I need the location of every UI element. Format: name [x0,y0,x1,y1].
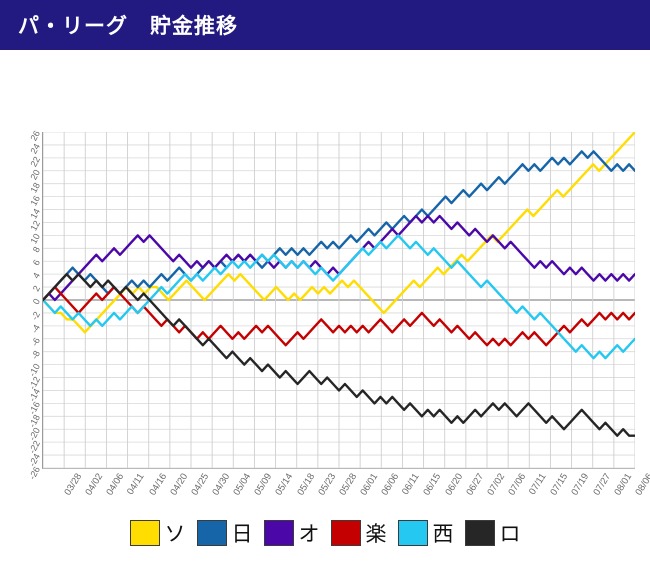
x-axis-tick-label: 06/11 [400,471,422,497]
y-axis-tick-label: 12 [28,219,42,233]
legend-label: オ [298,522,320,546]
legend-color-swatch [330,519,361,546]
series-line [43,132,635,334]
series-line [43,272,635,437]
y-axis-tick-label: -2 [29,309,42,322]
x-axis-tick-label: 04/11 [125,471,147,497]
x-axis-tick-label: 08/01 [612,471,634,498]
y-axis-tick-label: -26 [27,464,42,482]
legend-label: ソ [164,522,186,546]
x-axis-tick-label: 06/20 [442,471,465,498]
y-axis-tick-label: 4 [30,271,42,281]
y-axis-tick-label: 18 [28,180,42,195]
y-axis-tick-label: 8 [30,245,42,255]
series-line [43,285,635,347]
legend-item[interactable]: 楽 [330,518,387,548]
x-axis-tick-label: 03/28 [62,471,85,498]
legend-color-swatch [263,519,294,546]
y-axis-tick-label: 2 [30,283,42,294]
legend-label: ロ [499,522,521,546]
y-axis-tick-label: 22 [28,154,42,169]
y-axis-labels: 26 24 22 20 18 16 14 12 10 8 6 4 2 0 -2 -4 -6 -8 -10 -12 -14… [0,129,42,481]
legend-item[interactable]: 日 [196,518,253,548]
x-axis-tick-label: 05/23 [316,471,338,498]
legend-item[interactable]: ソ [129,518,186,548]
y-axis-tick-label: 14 [28,206,42,220]
legend-label: 西 [432,522,454,546]
x-axis-tick-label: 06/06 [379,471,402,498]
x-axis-tick-label: 06/01 [358,471,381,498]
x-axis-tick-label: 04/02 [83,471,106,498]
y-axis-tick-label: -6 [29,335,42,348]
x-axis-tick-label: 05/09 [252,471,275,498]
legend-item[interactable]: 西 [397,518,454,548]
x-axis-tick-label: 07/02 [485,471,508,498]
y-axis-tick-label: 24 [28,141,42,156]
x-axis-tick-label: 05/18 [294,471,317,498]
x-axis-tick-label: 07/27 [590,471,613,498]
x-axis-tick-label: 04/25 [189,471,212,498]
chart-gridlines [43,132,635,468]
y-axis-tick-label: 20 [28,167,42,182]
x-axis-tick-label: 04/20 [168,471,190,498]
x-axis-tick-label: 07/06 [506,471,529,498]
x-axis-tick-label: 08/06 [633,471,650,498]
y-axis-tick-label: 10 [28,232,42,246]
x-axis-tick-label: 05/04 [231,471,254,498]
series-line [43,234,635,360]
chart-legend: ソ日オ楽西ロ [0,505,650,560]
legend-item[interactable]: ロ [464,518,521,548]
x-axis-tick-label: 04/16 [146,471,169,498]
x-axis-tick-label: 07/19 [569,471,592,498]
legend-color-swatch [129,519,160,546]
legend-color-swatch [397,519,428,546]
x-axis-tick-label: 05/28 [337,471,360,498]
legend-color-swatch [464,519,495,546]
page-title: パ・リーグ 貯金推移 [18,15,238,38]
series-line [43,150,635,302]
legend-color-swatch [196,519,227,546]
x-axis-tick-label: 06/15 [421,471,444,498]
legend-label: 楽 [365,522,387,546]
y-axis-tick-label: -4 [29,322,42,335]
x-axis-tick-label: 04/30 [210,471,233,498]
y-axis-tick-label: -8 [29,348,42,361]
y-axis-tick-label: 6 [30,258,42,268]
y-axis-tick-label: 26 [28,128,42,143]
x-axis-tick-label: 07/11 [527,471,549,497]
series-line [43,214,635,302]
legend-item[interactable]: オ [263,518,320,548]
x-axis-tick-label: 05/14 [273,471,296,498]
chart-series-lines [43,132,635,437]
x-axis-tick-label: 04/06 [104,471,127,498]
y-axis-tick-label: 16 [28,193,42,208]
legend-label: 日 [231,522,253,546]
x-axis-tick-label: 06/27 [464,471,486,498]
chart-container: 26 24 22 20 18 16 14 12 10 8 6 4 2 0 -2 -4 -6 -8 -10 -12 -14… [0,50,650,498]
plot-area [42,132,635,469]
x-axis-tick-label: 07/15 [548,471,571,498]
page-header: パ・リーグ 貯金推移 [0,0,650,50]
y-axis-tick-label: 0 [30,296,42,307]
